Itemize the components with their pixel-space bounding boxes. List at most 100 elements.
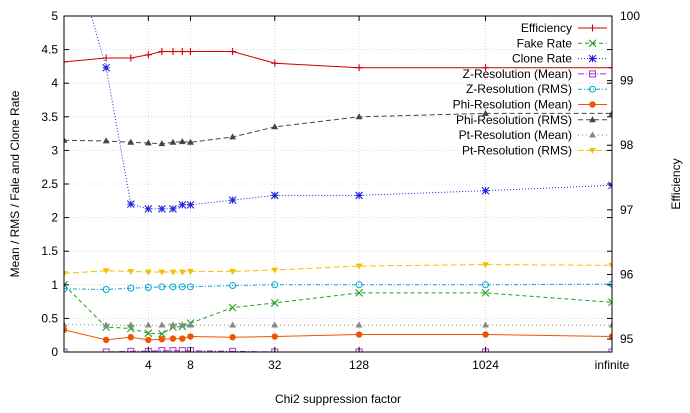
data-point-pt-resolution-mean bbox=[64, 320, 68, 327]
data-point-pt-resolution-rms bbox=[608, 262, 612, 269]
data-point-efficiency bbox=[158, 48, 166, 56]
y2-axis-title: Efficiency bbox=[669, 158, 683, 209]
y-tick-label: 4 bbox=[51, 76, 58, 90]
data-point-phi-resolution-mean bbox=[102, 336, 110, 344]
legend-marker-sample bbox=[589, 24, 596, 32]
y-tick-label: 0.5 bbox=[41, 311, 58, 325]
legend-label: Z-Resolution (RMS) bbox=[466, 82, 572, 96]
data-point-pt-resolution-mean bbox=[169, 321, 177, 328]
legend-entry-fake-rate: Fake Rate bbox=[517, 36, 607, 50]
data-point-efficiency bbox=[144, 51, 152, 59]
data-point-clone-rate bbox=[270, 191, 279, 200]
data-point-efficiency bbox=[608, 64, 612, 72]
data-point-z-resolution-mean bbox=[127, 347, 135, 352]
data-point-phi-resolution-rms bbox=[271, 123, 279, 130]
data-point-pt-resolution-rms bbox=[144, 269, 152, 276]
legend-marker-sample bbox=[589, 70, 596, 78]
data-point-z-resolution-rms bbox=[169, 283, 177, 291]
data-point-phi-resolution-rms bbox=[178, 138, 186, 145]
data-point-fake-rate bbox=[608, 298, 612, 307]
data-point-phi-resolution-mean bbox=[271, 333, 278, 340]
data-point-phi-resolution-mean bbox=[169, 335, 177, 342]
data-point-pt-resolution-rms bbox=[482, 262, 489, 269]
data-point-clone-rate bbox=[169, 204, 177, 213]
legend-marker-sample bbox=[589, 101, 596, 108]
y2-tick-label: 96 bbox=[620, 267, 634, 281]
y2-tick-label: 98 bbox=[620, 138, 634, 152]
data-point-phi-resolution-rms bbox=[608, 109, 612, 116]
legend-entry-pt-resolution-mean: Pt-Resolution (Mean) bbox=[459, 128, 607, 142]
data-point-z-resolution-mean bbox=[158, 347, 166, 352]
data-point-clone-rate bbox=[157, 204, 166, 213]
data-point-z-resolution-rms bbox=[158, 283, 166, 291]
data-point-phi-resolution-mean bbox=[158, 336, 166, 343]
y-tick-label: 5 bbox=[51, 9, 58, 23]
data-point-z-resolution-rms bbox=[102, 286, 110, 294]
data-point-fake-rate bbox=[270, 299, 279, 307]
data-point-phi-resolution-mean bbox=[179, 335, 186, 342]
data-point-pt-resolution-mean bbox=[158, 321, 166, 328]
x-tick-label: infinite bbox=[595, 358, 630, 372]
data-point-z-resolution-mean bbox=[102, 348, 110, 352]
legend-marker-sample bbox=[589, 85, 596, 93]
legend-label: Clone Rate bbox=[512, 52, 572, 66]
y-tick-label: 0 bbox=[51, 345, 58, 359]
data-point-pt-resolution-mean bbox=[355, 321, 363, 328]
data-point-pt-resolution-mean bbox=[482, 321, 489, 328]
y-tick-label: 3.5 bbox=[41, 110, 58, 124]
y-tick-label: 4.5 bbox=[41, 43, 58, 57]
data-point-clone-rate bbox=[186, 200, 195, 209]
data-point-pt-resolution-rms bbox=[64, 270, 68, 277]
data-point-z-resolution-rms bbox=[144, 283, 152, 291]
data-point-clone-rate bbox=[178, 200, 187, 209]
data-point-pt-resolution-rms bbox=[178, 269, 186, 276]
y2-tick-label: 97 bbox=[620, 203, 634, 217]
series-line-z-resolution-rms bbox=[64, 283, 612, 291]
y-axis-title: Mean / RMS / Fale and Clone Rate bbox=[8, 90, 22, 277]
y2-tick-label: 99 bbox=[620, 74, 634, 88]
data-point-pt-resolution-rms bbox=[158, 269, 166, 276]
data-point-z-resolution-rms bbox=[127, 284, 135, 292]
data-point-phi-resolution-rms bbox=[158, 140, 166, 147]
data-point-pt-resolution-mean bbox=[102, 321, 110, 328]
legend-label: Pt-Resolution (Mean) bbox=[459, 128, 572, 142]
data-point-pt-resolution-rms bbox=[271, 267, 279, 274]
data-point-z-resolution-rms bbox=[229, 281, 237, 289]
series-z-resolution-rms bbox=[64, 280, 612, 294]
data-point-pt-resolution-mean bbox=[608, 321, 612, 328]
series-phi-resolution-rms bbox=[64, 109, 612, 147]
axes: 0 0.5 1 1.5 2 2.5 3 3.5 4 4.5 5 95 96 97 98 99 100 4 8 32 12… bbox=[41, 9, 640, 372]
y-tick-label: 1 bbox=[51, 278, 58, 292]
data-point-pt-resolution-mean bbox=[271, 321, 279, 328]
data-point-phi-resolution-mean bbox=[482, 331, 489, 338]
data-point-clone-rate bbox=[126, 200, 135, 209]
series-clone-rate bbox=[90, 16, 612, 213]
y-tick-label: 1.5 bbox=[41, 244, 58, 258]
legend-label: Phi-Resolution (RMS) bbox=[456, 113, 572, 127]
legend-label: Phi-Resolution (Mean) bbox=[453, 98, 572, 112]
data-point-phi-resolution-rms bbox=[102, 137, 110, 144]
data-point-z-resolution-rms bbox=[271, 281, 279, 289]
data-point-phi-resolution-mean bbox=[127, 334, 135, 341]
legend-entry-efficiency: Efficiency bbox=[521, 21, 607, 35]
data-point-phi-resolution-mean bbox=[187, 333, 194, 340]
legend-entry-pt-resolution-rms: Pt-Resolution (RMS) bbox=[462, 143, 607, 157]
data-point-pt-resolution-mean bbox=[144, 321, 152, 328]
legend-entry-clone-rate: Clone Rate bbox=[512, 52, 607, 66]
data-point-phi-resolution-rms bbox=[482, 109, 489, 116]
data-point-efficiency bbox=[178, 48, 186, 56]
legend-label: Efficiency bbox=[521, 21, 572, 35]
data-point-fake-rate bbox=[355, 288, 363, 297]
data-point-clone-rate bbox=[355, 191, 363, 200]
x-axis-title: Chi2 suppression factor bbox=[275, 392, 401, 406]
data-point-phi-resolution-mean bbox=[355, 331, 363, 338]
data-point-phi-resolution-rms bbox=[169, 138, 177, 145]
data-point-pt-resolution-rms bbox=[102, 268, 110, 275]
data-point-phi-resolution-rms bbox=[144, 139, 152, 146]
legend-entry-z-resolution-mean: Z-Resolution (Mean) bbox=[463, 67, 607, 81]
series-pt-resolution-rms bbox=[64, 262, 612, 277]
data-point-z-resolution-rms bbox=[64, 285, 68, 293]
data-point-z-resolution-rms bbox=[178, 283, 186, 291]
y2-tick-label: 95 bbox=[620, 332, 634, 346]
